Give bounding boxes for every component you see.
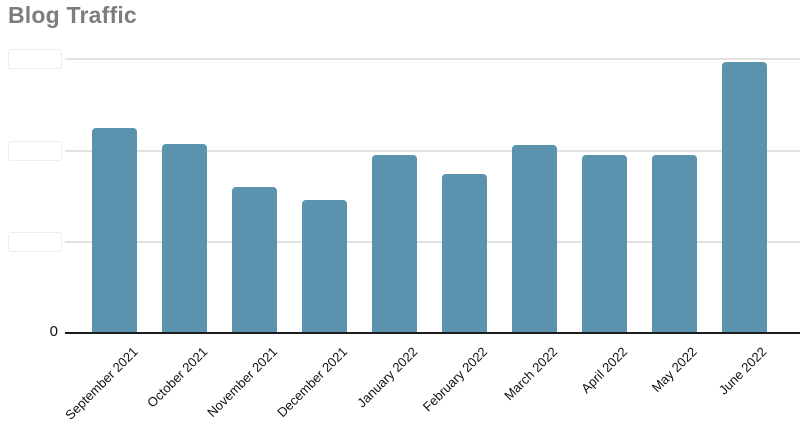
x-label-slot: April 2022: [569, 334, 639, 440]
bar-slot: [290, 199, 360, 332]
x-label-march-2022: March 2022: [500, 344, 560, 404]
x-label-october-2021: October 2021: [144, 344, 211, 411]
bar-may-2022: [651, 155, 697, 332]
x-label-slot: October 2021: [144, 334, 220, 440]
x-label-slot: September 2021: [62, 334, 150, 440]
x-label-slot: February 2022: [420, 334, 500, 440]
gridline: [65, 149, 800, 152]
y-axis-zero-label: 0: [49, 323, 58, 340]
x-label-slot: January 2022: [354, 334, 430, 440]
gridline: [65, 240, 800, 243]
bar-slot: [639, 155, 709, 332]
bar-slot: [360, 155, 430, 332]
x-label-june-2022: June 2022: [716, 344, 770, 398]
x-label-may-2022: May 2022: [648, 344, 700, 395]
bar-slot: [80, 127, 150, 332]
x-label-slot: May 2022: [639, 334, 709, 440]
x-label-slot: December 2021: [274, 334, 360, 440]
bar-april-2022: [581, 155, 627, 332]
x-axis-line: [65, 332, 800, 334]
x-label-slot: March 2022: [499, 334, 569, 440]
bar-november-2021: [232, 187, 278, 332]
bar-slot: [709, 62, 779, 332]
bar-slot: [220, 187, 290, 332]
bar-slot: [430, 174, 500, 332]
bars-row: [80, 0, 779, 332]
x-label-april-2022: April 2022: [577, 344, 630, 397]
bar-slot: [569, 155, 639, 332]
gridline: [65, 58, 800, 61]
bar-slot: [150, 144, 220, 332]
x-axis-labels-row: September 2021 October 2021 November 2021 D…: [62, 334, 779, 440]
y-tick-redaction-box: [8, 140, 62, 161]
bar-march-2022: [511, 145, 557, 332]
bar-june-2022: [721, 62, 767, 332]
bar-january-2022: [372, 155, 418, 332]
bar-february-2022: [441, 174, 487, 332]
y-tick-redaction-box: [8, 231, 62, 252]
x-label-slot: November 2021: [204, 334, 290, 440]
x-label-january-2022: January 2022: [353, 344, 421, 411]
chart-title: Blog Traffic: [8, 2, 137, 28]
x-label-february-2022: February 2022: [419, 344, 491, 415]
x-label-september-2021: September 2021: [61, 344, 141, 423]
bar-september-2021: [92, 127, 138, 332]
bar-october-2021: [162, 144, 208, 332]
y-tick-redaction-box: [8, 49, 62, 70]
x-label-slot: June 2022: [709, 334, 779, 440]
bar-slot: [499, 145, 569, 332]
bar-december-2021: [302, 199, 348, 332]
